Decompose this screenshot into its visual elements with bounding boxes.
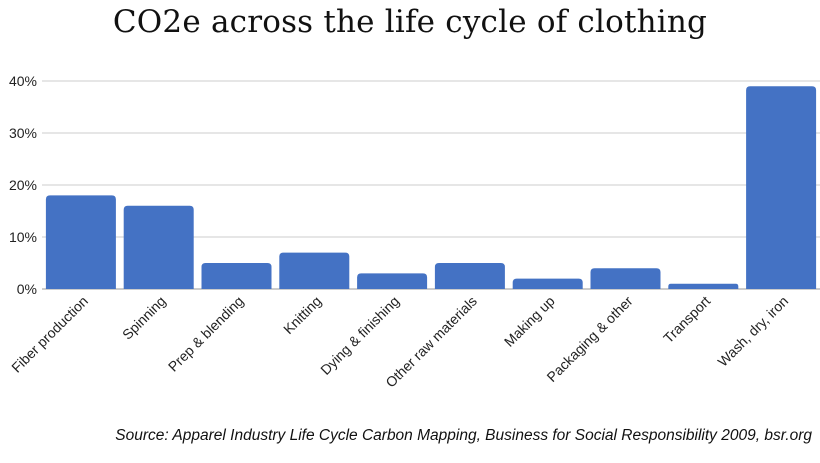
- x-category-label: Prep & blending: [165, 293, 247, 375]
- chart-title: CO2e across the life cycle of clothing: [112, 4, 708, 40]
- bar: [434, 263, 505, 289]
- y-tick-label: 20%: [9, 177, 37, 193]
- bars: [45, 86, 817, 289]
- x-category-label: Packaging & other: [543, 293, 635, 385]
- source-note: Source: Apparel Industry Life Cycle Carb…: [115, 427, 812, 444]
- bar: [512, 278, 583, 289]
- x-category-label: Wash, dry, iron: [714, 293, 791, 370]
- y-tick-label: 30%: [9, 125, 37, 141]
- y-tick-label: 10%: [9, 229, 37, 245]
- x-category-label: Making up: [501, 293, 558, 350]
- bar: [279, 252, 350, 289]
- x-category-label: Dying & finishing: [317, 293, 402, 378]
- bar: [668, 283, 739, 289]
- x-category-label: Transport: [660, 293, 713, 346]
- bar: [201, 263, 272, 289]
- bar: [746, 86, 817, 289]
- y-tick-label: 40%: [9, 73, 37, 89]
- x-category-label: Spinning: [119, 293, 169, 343]
- bar: [357, 273, 428, 289]
- bar: [590, 268, 661, 289]
- x-category-label: Fiber production: [8, 293, 91, 376]
- x-category-label: Knitting: [280, 293, 324, 337]
- y-tick-label: 0%: [17, 281, 37, 297]
- y-axis-ticks: 0% 10% 20% 30% 40%: [9, 73, 37, 297]
- bar: [45, 195, 116, 289]
- bar: [123, 205, 194, 289]
